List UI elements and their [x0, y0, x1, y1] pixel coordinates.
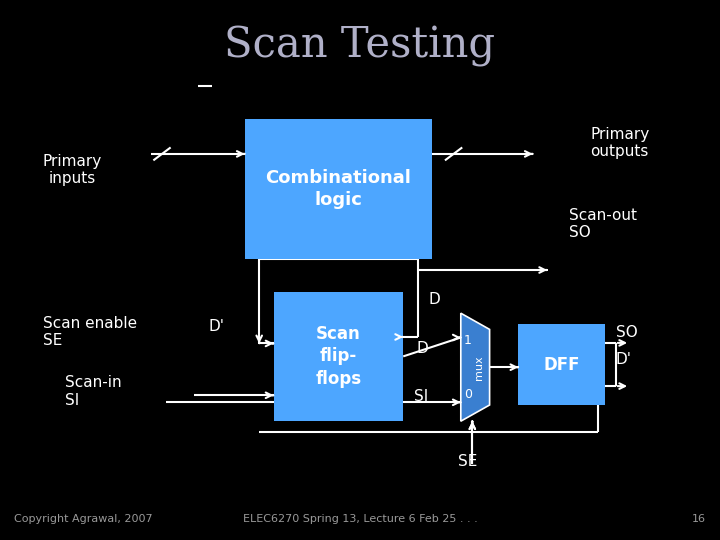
Text: Scan enable
SE: Scan enable SE — [43, 316, 138, 348]
Text: mux: mux — [474, 355, 484, 380]
FancyBboxPatch shape — [518, 324, 605, 405]
FancyBboxPatch shape — [245, 119, 432, 259]
Text: Scan-in
SI: Scan-in SI — [65, 375, 122, 408]
Text: Scan
flip-
flops: Scan flip- flops — [315, 325, 361, 388]
Text: SE: SE — [459, 454, 477, 469]
Text: 16: 16 — [692, 514, 706, 524]
Text: Primary
outputs: Primary outputs — [590, 127, 649, 159]
Polygon shape — [461, 313, 490, 421]
Text: Scan Testing: Scan Testing — [225, 25, 495, 67]
Text: SO: SO — [616, 325, 637, 340]
Text: Combinational
logic: Combinational logic — [266, 169, 411, 209]
Text: ELEC6270 Spring 13, Lecture 6 Feb 25 . . .: ELEC6270 Spring 13, Lecture 6 Feb 25 . .… — [243, 514, 477, 524]
Text: D': D' — [208, 319, 224, 334]
FancyBboxPatch shape — [274, 292, 403, 421]
Text: DFF: DFF — [544, 355, 580, 374]
Text: 1: 1 — [464, 334, 472, 347]
Text: Scan-out
SO: Scan-out SO — [569, 208, 636, 240]
Text: D: D — [417, 341, 428, 356]
Text: D: D — [428, 292, 440, 307]
Text: Copyright Agrawal, 2007: Copyright Agrawal, 2007 — [14, 514, 153, 524]
Text: D': D' — [616, 352, 631, 367]
Text: Primary
inputs: Primary inputs — [42, 154, 102, 186]
Text: SI: SI — [414, 389, 428, 404]
Text: 0: 0 — [464, 388, 472, 401]
